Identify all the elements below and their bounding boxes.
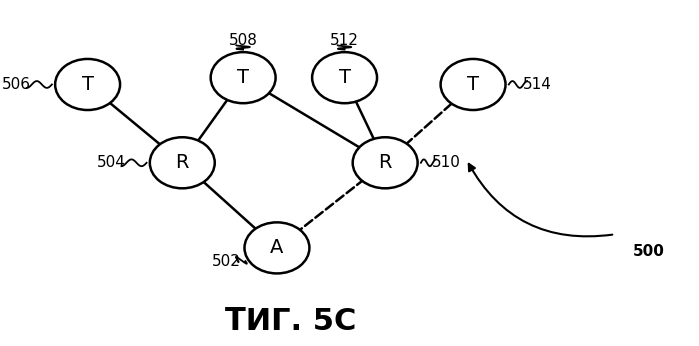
Ellipse shape [440,59,505,110]
Text: T: T [338,68,351,87]
Text: 500: 500 [633,244,665,259]
Ellipse shape [353,137,417,188]
Text: 508: 508 [229,33,258,48]
Ellipse shape [150,137,215,188]
Text: 514: 514 [523,77,552,92]
Text: R: R [175,153,189,172]
Text: 504: 504 [97,155,126,170]
Ellipse shape [245,222,310,273]
Ellipse shape [55,59,120,110]
Text: T: T [467,75,479,94]
Text: R: R [378,153,392,172]
Ellipse shape [210,52,275,103]
Ellipse shape [312,52,377,103]
Text: 510: 510 [431,155,461,170]
Text: 502: 502 [212,254,240,269]
Text: T: T [237,68,249,87]
Text: 512: 512 [330,33,359,48]
Text: 506: 506 [2,77,31,92]
Text: ΤИГ. 5C: ΤИГ. 5C [225,307,356,336]
Text: T: T [82,75,94,94]
Text: A: A [271,238,284,257]
